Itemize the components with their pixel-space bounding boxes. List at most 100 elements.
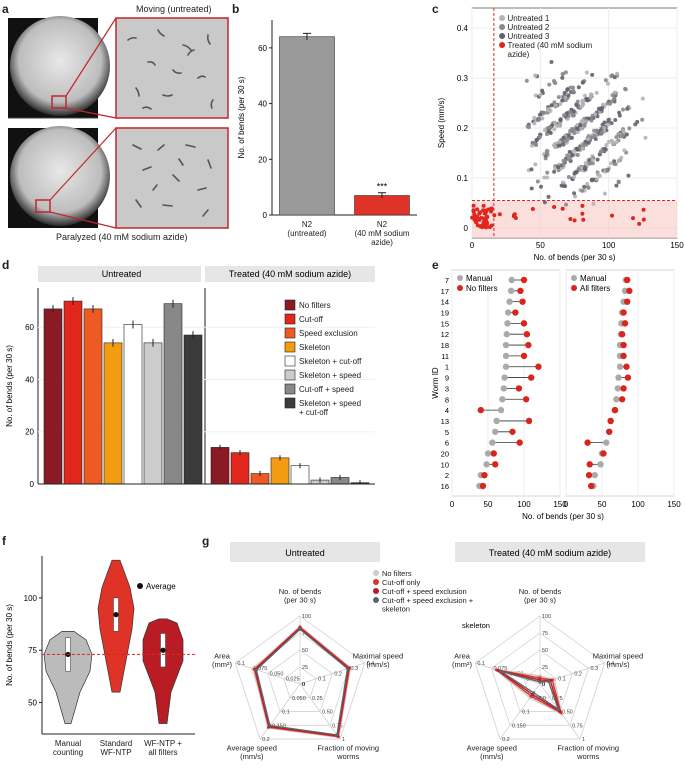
panel-c-point — [542, 175, 547, 180]
panel-g-axis-label: (mm/s) — [366, 660, 390, 669]
panel-e-worm-id: 12 — [441, 330, 449, 339]
panel-f-average-marker — [113, 612, 119, 618]
panel-e-filter-point — [515, 385, 523, 392]
panel-c-point — [606, 117, 611, 122]
panel-c-point-treated — [641, 217, 646, 222]
panel-d-legend-label: Skeleton + speed — [299, 371, 361, 380]
panel-g-tick-label: 0 — [542, 682, 545, 688]
panel-e-filter-point — [525, 417, 533, 425]
panel-e-legend-marker — [571, 275, 577, 281]
panel-c-point — [616, 180, 621, 185]
panel-c-point — [620, 133, 625, 138]
panel-e-manual-point — [613, 396, 620, 403]
panel-e-manual-point — [508, 276, 515, 284]
panel-c-point — [537, 134, 542, 139]
panel-c-point — [566, 175, 571, 180]
panel-d-ylabel: No. of bends (per 30 s) — [5, 345, 14, 427]
panel-g-series-point — [532, 691, 536, 695]
panel-c-point — [594, 90, 599, 95]
panel-g-tick-label: 0.4 — [367, 661, 375, 667]
panel-g-grid-ring — [507, 649, 573, 712]
panel-c-point-treated — [475, 207, 480, 212]
panel-g-tick-label: 1 — [582, 737, 585, 743]
panel-g-tick-label: 0.050 — [270, 671, 284, 677]
panel-d-bar-untreated — [103, 342, 123, 485]
panel-d-bar-untreated — [143, 342, 163, 485]
panel-c-ylabel: Speed (mm/s) — [437, 98, 446, 149]
panel-g-legend-label: Cut-off + speed exclusion + — [382, 596, 474, 605]
panel-c-point-treated — [485, 215, 490, 220]
panel-f-letter: f — [2, 534, 6, 548]
panel-c-point — [566, 157, 571, 162]
panel-c-point — [563, 139, 568, 144]
panel-d-legend-swatch — [284, 341, 296, 353]
panel-g-legend-marker — [373, 570, 379, 576]
panel-d-ytick-label: 20 — [25, 428, 34, 437]
panel-g-series — [252, 625, 352, 739]
panel-c-point-treated — [475, 215, 480, 220]
panel-e-worm-id: 7 — [445, 276, 449, 285]
panel-e-worm-id: 11 — [441, 352, 449, 361]
panel-c-point-treated — [471, 208, 476, 213]
panel-c-point — [580, 188, 585, 193]
panel-e-filter-point — [607, 417, 614, 425]
panel-e-filter-point — [620, 309, 627, 316]
panel-c-point — [610, 93, 615, 98]
panel-e-filter-point — [535, 363, 542, 370]
panel-c-point-treated — [482, 211, 487, 216]
panel-c-point — [603, 78, 608, 83]
panel-c-point — [572, 131, 577, 136]
panel-b-ytick-label: 0 — [263, 211, 268, 220]
panel-g-grid-ring — [474, 615, 606, 740]
panel-g-tick-label: 0.1 — [558, 677, 566, 683]
panel-c-point — [608, 161, 613, 166]
panel-g-tick-label: 0 — [542, 682, 545, 688]
panel-c-xtick-label: 100 — [602, 241, 616, 250]
panel-d-legend-swatch — [284, 397, 296, 409]
panel-g-series — [254, 627, 350, 737]
panel-c-point — [546, 129, 551, 134]
panel-c-point — [578, 123, 583, 128]
panel-c-point — [613, 118, 618, 123]
panel-c-point — [529, 167, 534, 172]
panel-e-manual-point — [504, 309, 512, 316]
panel-c-point — [602, 126, 607, 131]
panel-e-worm-id: 13 — [441, 417, 449, 426]
panel-c-point — [541, 110, 546, 115]
panel-c-point — [547, 107, 552, 112]
panel-f-category: WF-NTP — [100, 748, 131, 757]
panel-e-filter-point — [606, 428, 613, 435]
panel-b-letter: b — [232, 2, 240, 16]
panel-g-legend-label: Cut-off + speed exclusion — [382, 587, 467, 596]
panel-c-point — [616, 158, 621, 163]
panel-e-manual-point — [591, 471, 598, 479]
panel-e-worm-id: 18 — [441, 341, 449, 350]
panel-g-extra-label: skeleton — [462, 621, 490, 630]
panel-c-legend-label: Untreated 1 — [508, 14, 550, 23]
panel-c-point — [568, 85, 573, 90]
panel-g-axis-label: (mm/s) — [606, 660, 630, 669]
panel-g-tick-label: 0.2 — [334, 671, 342, 677]
panel-g-series-point — [268, 723, 272, 728]
panel-f-violin — [142, 618, 184, 724]
panel-d-legend-label: Cut-off + speed — [299, 385, 354, 394]
panel-c-point — [605, 168, 610, 173]
panel-g-tick-label: 0 — [302, 682, 305, 688]
panel-g-title-box — [455, 542, 645, 562]
panel-g-series-point — [254, 668, 258, 672]
panel-g-tick-label: 0.3 — [591, 666, 599, 672]
panel-c-point — [557, 139, 562, 144]
panel-c-point-treated — [552, 204, 557, 209]
panel-e-filter-point — [585, 471, 593, 479]
panel-g-axis-label: (per 30 s) — [524, 596, 557, 605]
panel-c-point — [525, 124, 530, 129]
panel-c-point — [584, 70, 589, 75]
panel-e-filter-point — [523, 331, 531, 338]
panel-d-legend-swatch — [284, 383, 296, 395]
panel-f-ytick-label: 100 — [24, 594, 38, 603]
zoom-image-bottom — [115, 127, 229, 229]
panel-g-tick-label: 0.4 — [607, 661, 615, 667]
panel-c-point — [571, 175, 576, 180]
panel-e-filter-point — [492, 461, 499, 468]
panel-g-tick-label: 25 — [542, 665, 548, 671]
